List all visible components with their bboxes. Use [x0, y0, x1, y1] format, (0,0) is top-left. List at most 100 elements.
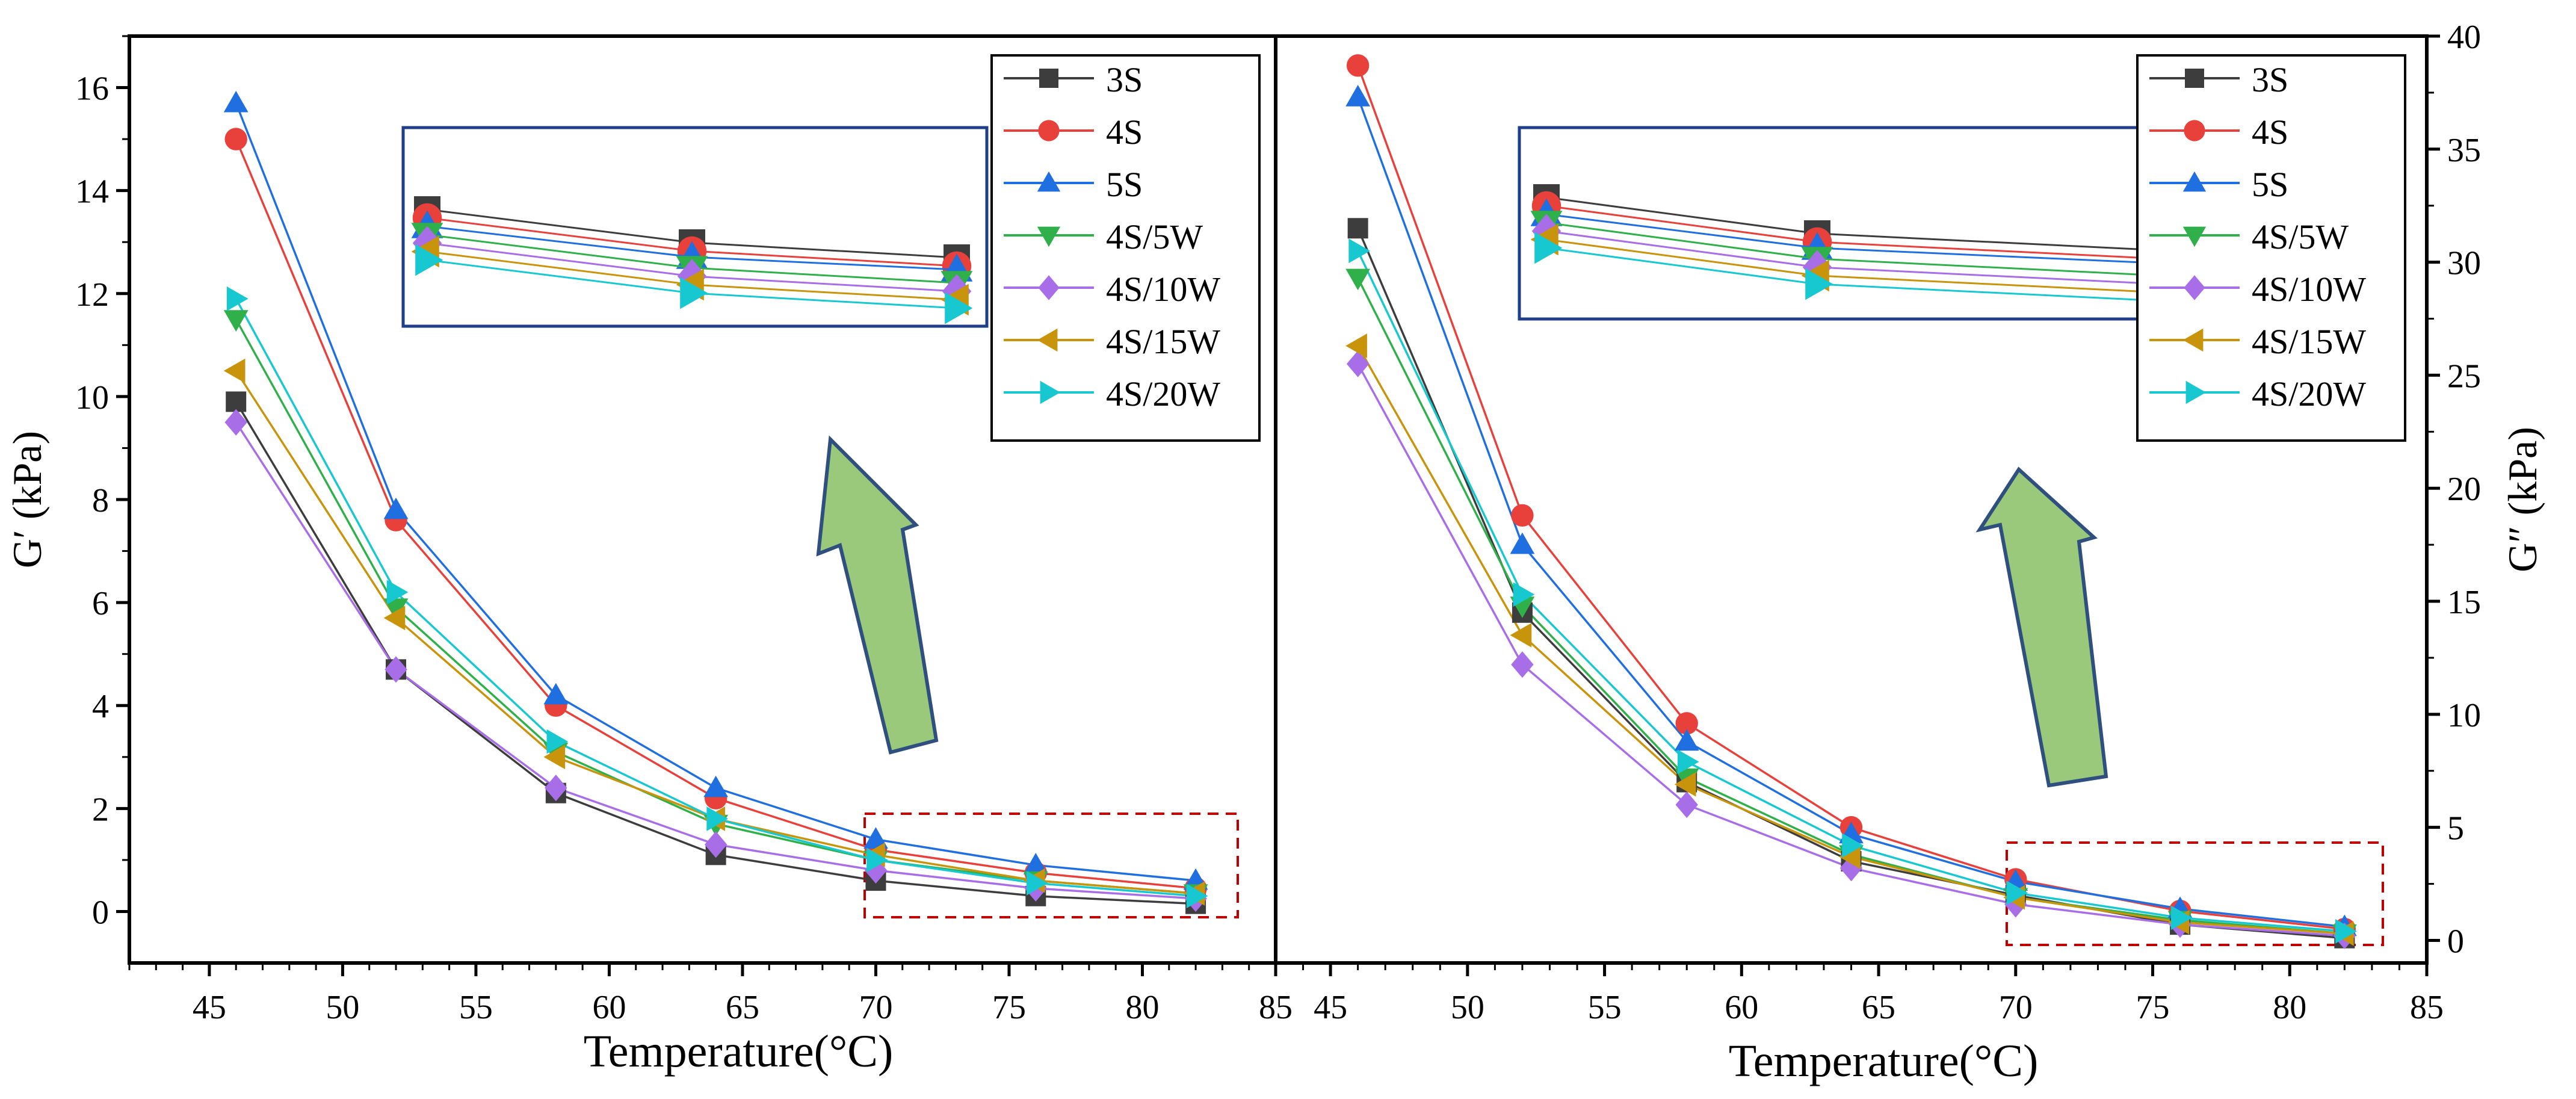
data-point [1511, 651, 1534, 678]
data-point [1510, 622, 1532, 648]
data-point [1023, 853, 1048, 875]
x-axis-label-right: Temperature(°C) [1729, 1036, 2039, 1086]
data-point [1839, 855, 1863, 882]
inset-data-point [945, 292, 973, 324]
data-point [385, 656, 407, 683]
data-point [1345, 85, 1371, 107]
legend-label: 4S/10W [1106, 270, 1220, 309]
data-point [1346, 350, 1370, 377]
y-tick-label: 10 [2447, 697, 2481, 734]
legend-left: 3S 4S 5S 4S/5W 4S/10W 4S/15W 4S/20W [990, 54, 1261, 442]
legend-marker [1037, 328, 1058, 352]
legend-marker [2184, 275, 2205, 300]
x-tick-label: 80 [2273, 989, 2306, 1026]
data-point [545, 775, 567, 802]
data-point [1345, 268, 1371, 291]
x-tick-label: 75 [2136, 989, 2170, 1026]
x-tick-label: 60 [1725, 989, 1758, 1026]
series-markers-left [223, 90, 1208, 914]
inset-series-left [411, 196, 973, 324]
legend-marker [1039, 69, 1058, 88]
inset-data-point [1805, 268, 1833, 300]
data-point [226, 286, 249, 311]
data-point [706, 806, 729, 831]
panel-gprime: 45 50 55 60 65 70 75 80 85 0 2 4 6 8 10 12 14 16 3S 4S 5S 4S… [4, 34, 1293, 1077]
data-point [1510, 532, 1535, 554]
legend-label: 4S/15W [1106, 322, 1220, 361]
legend-marker [2182, 226, 2207, 247]
y-tick-label: 4 [92, 688, 109, 725]
y-tick-label: 6 [92, 585, 109, 622]
x-tick-label: 85 [2410, 989, 2444, 1026]
legend-frame-right [2136, 54, 2406, 442]
data-point [1345, 333, 1367, 358]
data-point [1347, 218, 1368, 239]
x-tick-label: 65 [726, 989, 759, 1026]
panel-gdoubleprime: 45 50 55 60 65 70 75 80 850 5 10 15 20 25 30 35 40 3S 4S 5… [1274, 19, 2545, 1086]
y-tick-label: 15 [2447, 584, 2481, 621]
legend-marker [2182, 328, 2204, 352]
legend-marker [1037, 171, 1061, 192]
data-point [383, 605, 406, 631]
data-point [1674, 729, 1699, 751]
legend-label: 4S/10W [2252, 270, 2366, 309]
data-point [703, 775, 729, 797]
legend-label: 5S [1106, 165, 1143, 204]
x-tick-label: 45 [193, 989, 226, 1026]
x-tick-label: 55 [459, 989, 493, 1026]
inset-data-point [1534, 232, 1563, 264]
data-point [1346, 54, 1370, 77]
data-point [223, 358, 246, 383]
y-tick-label: 5 [2447, 810, 2464, 847]
legend-label: 4S/20W [1106, 374, 1220, 413]
y-tick-label: 20 [2447, 471, 2481, 508]
legend-label: 3S [1106, 60, 1143, 99]
data-point [546, 729, 569, 754]
legend-marker [2185, 380, 2207, 404]
legend-label: 3S [2252, 60, 2288, 99]
axis-ticks-left: 45 50 55 60 65 70 75 80 85 0 2 4 6 8 10 12 14 16 [75, 35, 1293, 1026]
x-tick-label: 65 [1862, 989, 1895, 1026]
data-point [543, 745, 566, 770]
data-point [226, 391, 247, 412]
series-markers-right [1345, 54, 2357, 950]
x-tick-label: 60 [592, 989, 626, 1026]
data-point [1842, 833, 1864, 858]
data-point [1677, 749, 1699, 775]
data-point [863, 827, 888, 849]
data-point [1511, 504, 1534, 527]
legend-label: 4S [2252, 113, 2288, 152]
legend-label: 4S/20W [2252, 374, 2366, 413]
data-point [1348, 238, 1371, 264]
x-tick-label: 85 [1259, 989, 1293, 1026]
data-point [1839, 844, 1861, 869]
data-point [866, 847, 888, 873]
x-axis-label-left: Temperature(°C) [584, 1026, 894, 1077]
inset-data-point [680, 277, 708, 309]
data-point [386, 580, 409, 605]
x-tick-label: 45 [1314, 989, 1347, 1026]
legend-label: 5S [2252, 165, 2288, 204]
y-axis-label-left: G′ (kPa) [4, 431, 50, 568]
inset-box-left [401, 126, 989, 328]
legend-label: 4S [1106, 113, 1143, 152]
data-point [1513, 582, 1535, 607]
data-point [223, 310, 249, 332]
data-point [1675, 791, 1698, 819]
y-tick-label: 40 [2447, 19, 2481, 56]
y-tick-label: 30 [2447, 245, 2481, 282]
axis-ticks-right: 45 50 55 60 65 70 75 80 850 5 10 15 20 25 30 35 40 [1274, 19, 2481, 1026]
arrow-up-icon [1975, 466, 2108, 788]
y-tick-label: 25 [2447, 358, 2481, 395]
data-point [543, 683, 569, 705]
x-tick-label: 75 [992, 989, 1026, 1026]
data-point [383, 497, 409, 519]
data-point [383, 598, 409, 621]
data-point [1674, 772, 1696, 797]
data-point [223, 90, 249, 113]
x-tick-label: 80 [1125, 989, 1159, 1026]
legend-label: 4S/5W [2252, 217, 2349, 256]
y-tick-label: 16 [75, 70, 109, 108]
legend-marker [1040, 380, 1061, 404]
legend-frame-left [990, 54, 1261, 442]
